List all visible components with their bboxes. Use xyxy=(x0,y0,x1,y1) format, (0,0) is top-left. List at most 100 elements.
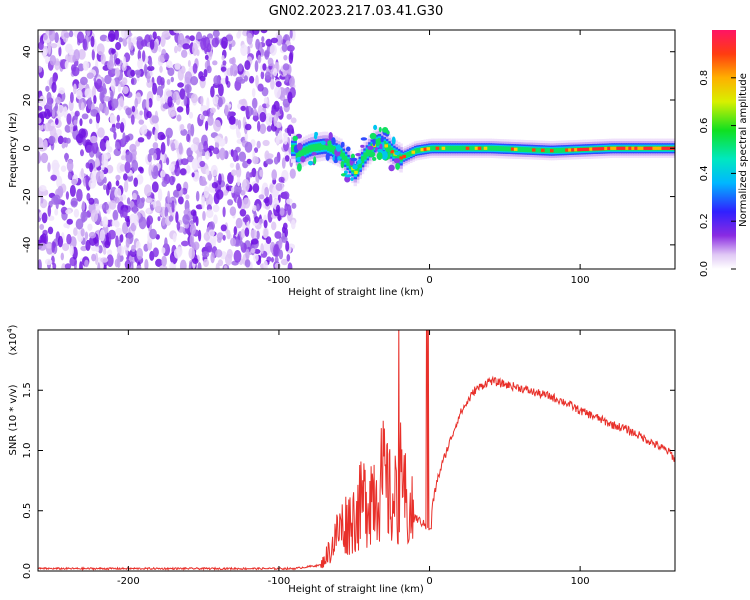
colorbar: 0.0 0.2 0.4 0.6 0.8 Normalized spectral ampl… xyxy=(699,30,749,277)
signal-band-cell xyxy=(563,147,567,153)
noise-blob xyxy=(80,149,84,157)
noise-blob xyxy=(233,250,242,263)
x-tick-label: -200 xyxy=(117,275,140,286)
noise-blob xyxy=(289,30,293,39)
noise-blob xyxy=(204,54,209,61)
noise-blob xyxy=(203,140,209,153)
noise-blob xyxy=(126,217,131,227)
signal-core-cell xyxy=(426,147,431,151)
noise-blob xyxy=(45,243,53,249)
signal-blob xyxy=(394,152,400,156)
noise-blob xyxy=(252,97,258,109)
noise-blob xyxy=(229,123,237,130)
noise-blob xyxy=(131,159,139,172)
signal-blob xyxy=(382,126,389,133)
noise-blob xyxy=(130,69,136,77)
noise-blob xyxy=(217,237,222,244)
signal-core-cell xyxy=(655,146,659,150)
noise-blob xyxy=(244,141,253,153)
noise-blob xyxy=(253,249,261,254)
signal-band-cell xyxy=(406,152,410,157)
noise-blob xyxy=(278,130,283,141)
noise-blob xyxy=(279,105,283,115)
noise-blob xyxy=(55,129,63,136)
noise-blob xyxy=(222,234,226,241)
noise-blob xyxy=(172,232,177,243)
noise-blob xyxy=(241,178,250,192)
noise-blob xyxy=(64,152,68,163)
signal-band-cell xyxy=(344,155,348,163)
noise-blob xyxy=(163,53,170,61)
noise-blob xyxy=(95,112,101,124)
noise-blob xyxy=(119,122,125,133)
signal-band-cell xyxy=(498,146,502,151)
signal-core-cell xyxy=(390,150,394,154)
signal-band-cell xyxy=(445,145,449,151)
noise-blob xyxy=(152,31,157,40)
noise-blob xyxy=(287,262,293,269)
signal-band-cell xyxy=(315,143,319,151)
signal-core-cell xyxy=(652,146,656,150)
signal-band-cell xyxy=(418,147,423,153)
noise-blob xyxy=(253,147,259,153)
noise-blob xyxy=(231,169,237,176)
signal-blob xyxy=(373,124,378,131)
noise-blob xyxy=(148,97,153,108)
noise-blob xyxy=(243,75,248,82)
noise-blob xyxy=(90,35,95,48)
noise-blob xyxy=(257,83,264,92)
noise-blob xyxy=(133,214,139,226)
signal-band-cell xyxy=(457,145,461,151)
noise-blob xyxy=(102,248,107,255)
spectrogram-plot-area xyxy=(38,30,675,269)
noise-blob xyxy=(165,60,173,68)
noise-blob xyxy=(274,231,282,239)
noise-blob xyxy=(120,155,126,161)
noise-blob xyxy=(114,67,120,78)
noise-blob xyxy=(115,227,123,236)
noise-blob xyxy=(271,169,278,181)
signal-band-cell xyxy=(291,144,295,152)
signal-band-cell xyxy=(486,145,490,151)
noise-blob xyxy=(117,84,121,93)
noise-blob xyxy=(50,43,58,49)
noise-blob xyxy=(221,55,225,61)
signal-core-cell xyxy=(661,146,665,150)
noise-blob xyxy=(223,265,228,269)
noise-blob xyxy=(212,30,220,38)
noise-blob xyxy=(206,65,212,74)
noise-blob xyxy=(54,208,59,216)
noise-blob xyxy=(38,41,44,50)
noise-blob xyxy=(208,145,215,151)
noise-blob xyxy=(151,181,159,193)
noise-blob xyxy=(133,177,138,187)
noise-blob xyxy=(64,263,72,269)
snr-y-ticks: 0.0 0.5 1.0 1.5 xyxy=(22,382,675,579)
noise-blob xyxy=(198,142,204,153)
signal-core-cell xyxy=(634,146,638,150)
noise-blob xyxy=(40,152,49,164)
noise-blob xyxy=(252,183,260,194)
noise-blob xyxy=(89,118,93,125)
signal-blob xyxy=(372,137,376,147)
noise-blob xyxy=(150,204,154,210)
noise-blob xyxy=(149,39,155,50)
noise-blob xyxy=(51,109,56,118)
noise-blob xyxy=(134,69,142,76)
noise-blob xyxy=(254,60,259,73)
noise-blob xyxy=(152,82,158,95)
noise-blob xyxy=(276,34,283,46)
noise-blob xyxy=(43,34,48,40)
signal-band-cell xyxy=(491,145,495,151)
noise-blob xyxy=(229,162,235,168)
signal-blob xyxy=(300,155,306,163)
signal-blob xyxy=(395,162,400,170)
noise-blob xyxy=(256,230,260,240)
noise-blob xyxy=(201,251,210,258)
noise-blob xyxy=(275,136,280,146)
noise-blob xyxy=(218,138,226,147)
noise-blob xyxy=(69,245,74,256)
noise-blob xyxy=(131,149,137,157)
noise-blob xyxy=(176,114,182,122)
